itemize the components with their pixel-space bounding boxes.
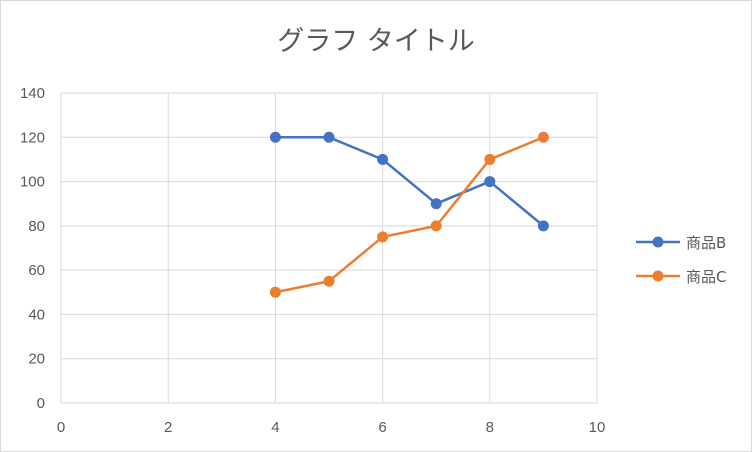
series-1-point-5 — [537, 131, 549, 143]
x-tick-label-6: 6 — [378, 419, 386, 436]
series-0-point-1 — [323, 131, 335, 143]
y-tick-label-40: 40 — [28, 306, 45, 323]
x-tick-label-0: 0 — [57, 419, 65, 436]
x-tick-label-4: 4 — [271, 419, 279, 436]
legend-marker-0 — [652, 236, 664, 248]
series-1-point-3 — [430, 220, 442, 232]
legend-marker-1 — [652, 270, 664, 282]
x-tick-label-2: 2 — [164, 419, 172, 436]
series-line-1 — [275, 136, 544, 294]
series-1-point-2 — [377, 231, 389, 243]
series-0-point-3 — [430, 198, 442, 210]
series-1-point-0 — [269, 286, 281, 298]
series-0-point-2 — [377, 153, 389, 165]
axis-tick-labels: 0 20 40 60 80 100 120 140 0 2 4 6 8 10 — [20, 85, 605, 436]
series-0-point-5 — [537, 220, 549, 232]
series-1-point-1 — [323, 275, 335, 287]
y-tick-label-20: 20 — [28, 351, 45, 368]
y-tick-label-0: 0 — [37, 395, 45, 412]
legend-label-1: 商品C — [686, 268, 726, 286]
series-line-0 — [275, 136, 545, 227]
chart-title: グラフ タイトル — [277, 26, 475, 57]
plot-series — [269, 131, 549, 298]
y-tick-label-80: 80 — [28, 218, 45, 235]
series-0-point-0 — [269, 131, 281, 143]
y-tick-label-120: 120 — [20, 129, 45, 146]
series-1-point-4 — [484, 153, 496, 165]
series-0-point-4 — [484, 176, 496, 188]
y-tick-label-100: 100 — [20, 174, 45, 191]
x-tick-label-10: 10 — [589, 419, 606, 436]
grid-lines — [60, 92, 598, 404]
y-tick-label-60: 60 — [28, 262, 45, 279]
x-tick-label-8: 8 — [486, 419, 494, 436]
y-tick-label-140: 140 — [20, 85, 45, 102]
legend: 商品B 商品C — [636, 234, 726, 286]
legend-label-0: 商品B — [686, 234, 726, 252]
